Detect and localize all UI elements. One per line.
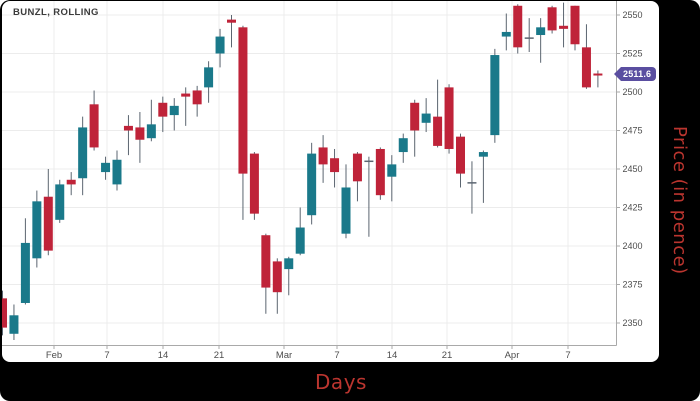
candle — [158, 96, 168, 133]
current-price-value: 2511.6 — [621, 67, 657, 82]
candle — [9, 304, 19, 340]
svg-text:2400: 2400 — [623, 241, 643, 251]
svg-text:2500: 2500 — [623, 87, 643, 97]
candle — [249, 152, 259, 220]
candle — [375, 147, 385, 200]
x-axis: Feb 7 14 21 Mar 7 14 21 Apr 7 — [2, 345, 617, 361]
candle — [318, 135, 328, 183]
svg-text:21: 21 — [442, 350, 453, 361]
candle — [123, 115, 133, 156]
candle — [559, 2, 569, 48]
svg-text:21: 21 — [214, 350, 225, 361]
svg-text:2375: 2375 — [623, 280, 643, 290]
candle — [444, 84, 454, 154]
candle — [101, 156, 111, 180]
chart-panel: 2350 2375 2400 2425 2450 2475 2500 2525 2550 Feb 7… — [2, 1, 659, 362]
candle — [43, 169, 53, 256]
candle — [341, 164, 351, 239]
svg-text:2425: 2425 — [623, 203, 643, 213]
candle — [581, 24, 591, 89]
candle — [146, 99, 156, 142]
candles — [2, 2, 603, 340]
candle — [570, 5, 580, 51]
candle — [467, 161, 477, 214]
svg-text:2475: 2475 — [623, 126, 643, 136]
candle — [272, 258, 282, 314]
svg-text:Apr: Apr — [505, 350, 520, 361]
candle — [32, 190, 42, 268]
candle — [421, 98, 431, 133]
y-axis: 2350 2375 2400 2425 2450 2475 2500 2525 2550 — [616, 1, 643, 346]
candle — [215, 28, 225, 68]
candle — [169, 98, 179, 131]
candle — [456, 133, 465, 188]
y-axis-title: Price (in pence) — [669, 126, 690, 275]
candle — [547, 5, 557, 34]
svg-text:2350: 2350 — [623, 318, 643, 328]
svg-text:2525: 2525 — [623, 49, 643, 59]
candle — [490, 48, 500, 143]
candle — [478, 150, 488, 203]
candle — [398, 133, 408, 163]
y-axis-title-band: Price (in pence) — [659, 0, 700, 401]
svg-text:Feb: Feb — [46, 350, 62, 361]
candle — [66, 172, 76, 196]
candle — [330, 148, 340, 188]
candle — [181, 87, 191, 126]
candle — [89, 90, 99, 151]
candle — [261, 233, 271, 314]
chart-title: BUNZL, ROLLING — [13, 7, 99, 18]
candle — [112, 150, 122, 191]
candle — [433, 79, 443, 148]
candle — [295, 207, 305, 256]
candle — [387, 155, 397, 202]
candle — [307, 142, 317, 225]
x-axis-title: Days — [315, 369, 367, 394]
candle — [192, 85, 202, 117]
svg-text:14: 14 — [158, 350, 169, 361]
candle — [364, 156, 374, 237]
candle — [135, 112, 145, 163]
candle — [78, 116, 88, 196]
candle — [55, 179, 65, 223]
candle — [593, 70, 603, 88]
svg-text:7: 7 — [565, 350, 570, 361]
candle — [501, 13, 511, 51]
svg-text:7: 7 — [334, 350, 339, 361]
candle — [227, 15, 236, 48]
candlestick-chart: 2350 2375 2400 2425 2450 2475 2500 2525 2550 Feb 7… — [2, 1, 643, 361]
candle — [204, 61, 214, 103]
candle — [20, 218, 30, 305]
candle — [284, 256, 294, 296]
candle — [524, 18, 534, 52]
x-axis-title-band: Days — [0, 362, 682, 401]
svg-text:Mar: Mar — [276, 350, 292, 361]
svg-text:2450: 2450 — [623, 164, 643, 174]
svg-text:14: 14 — [387, 350, 398, 361]
svg-text:7: 7 — [104, 350, 109, 361]
candle — [513, 4, 523, 54]
candle — [238, 25, 248, 220]
badge-arrow-icon — [614, 67, 621, 82]
candle — [352, 152, 362, 202]
current-price-badge: 2511.6 — [614, 67, 657, 82]
candle — [536, 18, 546, 63]
svg-text:2550: 2550 — [623, 10, 643, 20]
candle — [410, 99, 420, 157]
candle — [2, 290, 7, 336]
